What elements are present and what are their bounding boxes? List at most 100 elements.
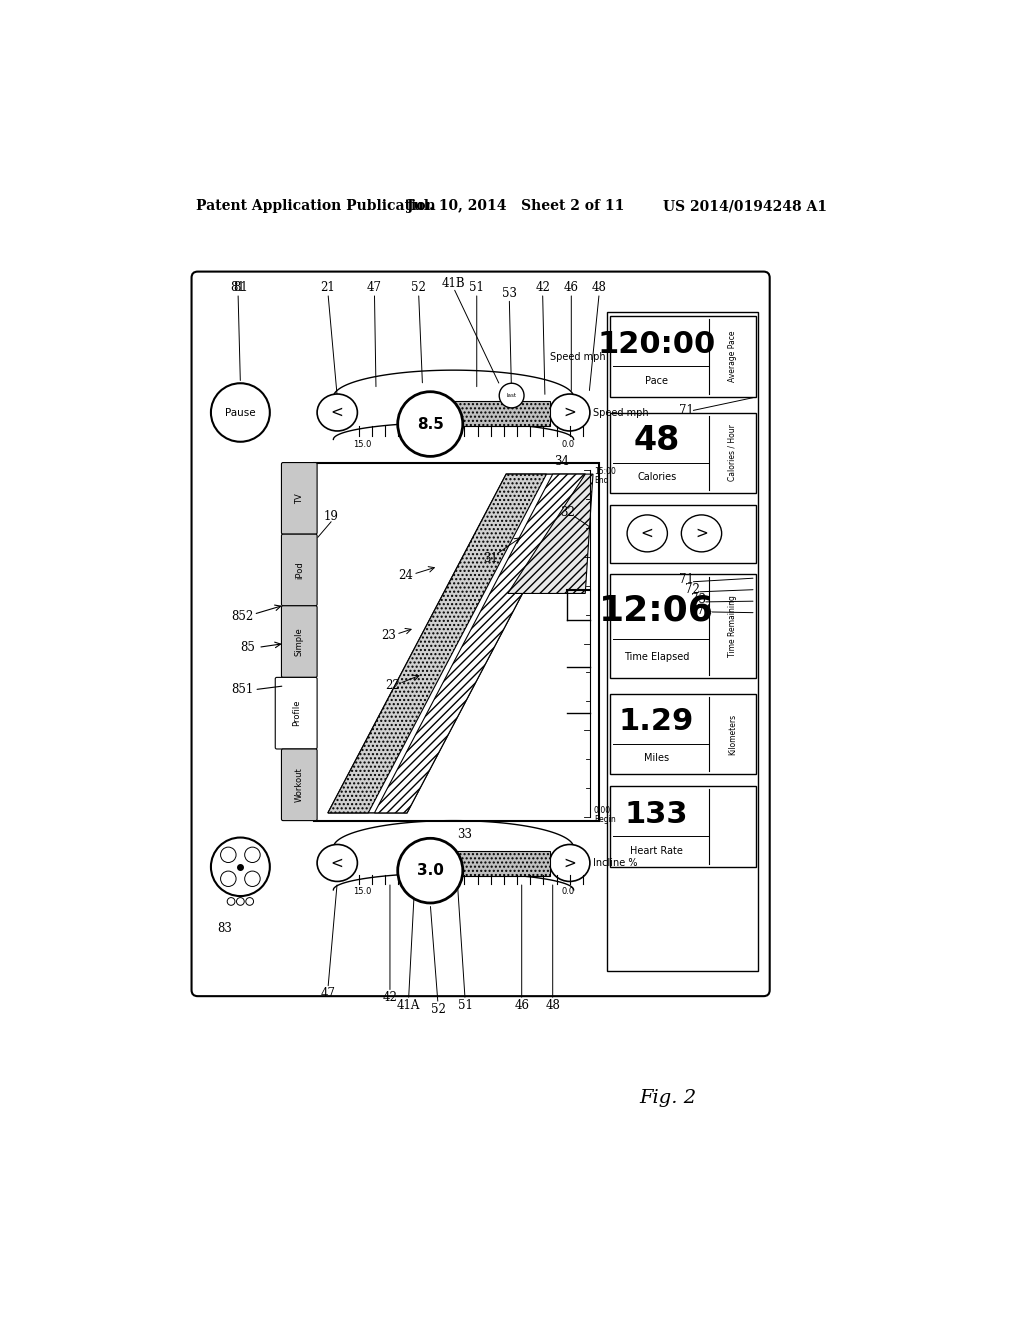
- Text: Average Pace: Average Pace: [728, 331, 737, 383]
- Text: 81: 81: [233, 281, 248, 294]
- Text: 71: 71: [679, 573, 693, 586]
- Text: 133: 133: [625, 800, 688, 829]
- Text: 52: 52: [430, 1003, 445, 1016]
- Bar: [454, 401, 550, 425]
- Text: >: >: [563, 855, 577, 870]
- Circle shape: [245, 871, 260, 887]
- Text: <: <: [331, 855, 344, 870]
- Text: <: <: [641, 525, 653, 541]
- Text: 0.0: 0.0: [561, 887, 574, 896]
- Text: 82: 82: [230, 883, 246, 896]
- Text: Simple: Simple: [295, 627, 304, 656]
- Circle shape: [227, 898, 234, 906]
- Text: 0.0: 0.0: [561, 441, 574, 449]
- Text: Profile: Profile: [292, 700, 301, 726]
- Text: 85: 85: [241, 640, 256, 653]
- Text: 48: 48: [592, 281, 606, 294]
- Ellipse shape: [627, 515, 668, 552]
- Text: 15.0: 15.0: [353, 441, 372, 449]
- Bar: [610, 785, 756, 867]
- FancyBboxPatch shape: [191, 272, 770, 997]
- Text: 3.0: 3.0: [417, 863, 443, 878]
- Text: 48: 48: [634, 424, 680, 457]
- Text: Pause: Pause: [225, 408, 256, 417]
- Ellipse shape: [550, 845, 590, 882]
- Polygon shape: [328, 474, 547, 813]
- Text: 71: 71: [679, 404, 693, 417]
- Text: Calories / Hour: Calories / Hour: [728, 425, 737, 482]
- Circle shape: [220, 871, 237, 887]
- Text: 31: 31: [483, 552, 498, 565]
- Text: 1.29: 1.29: [618, 708, 694, 737]
- Text: Patent Application Publication: Patent Application Publication: [197, 199, 436, 213]
- Text: 15.0: 15.0: [353, 887, 372, 896]
- Text: 852: 852: [231, 610, 254, 623]
- Text: 47: 47: [367, 281, 382, 294]
- Circle shape: [246, 898, 254, 906]
- Circle shape: [211, 383, 270, 442]
- Text: Pace: Pace: [645, 376, 669, 385]
- Text: 81: 81: [230, 281, 246, 294]
- Text: iPod: iPod: [295, 561, 304, 579]
- Bar: [314, 462, 599, 821]
- Text: 42: 42: [536, 281, 550, 294]
- Ellipse shape: [317, 845, 357, 882]
- Text: 83: 83: [217, 921, 232, 935]
- Text: 21: 21: [321, 281, 335, 294]
- Text: 23: 23: [381, 630, 396, 643]
- Text: 34: 34: [555, 454, 569, 467]
- Text: <: <: [331, 405, 344, 420]
- Text: End: End: [594, 475, 608, 484]
- Text: US 2014/0194248 A1: US 2014/0194248 A1: [663, 199, 826, 213]
- Text: 51: 51: [458, 999, 472, 1012]
- Text: Miles: Miles: [644, 754, 670, 763]
- Text: 51: 51: [469, 281, 484, 294]
- Text: 851: 851: [231, 684, 254, 696]
- Text: Begin: Begin: [594, 814, 615, 824]
- Text: Kilometers: Kilometers: [728, 713, 737, 755]
- Circle shape: [500, 383, 524, 408]
- Text: 42: 42: [383, 991, 397, 1005]
- Text: Heart Rate: Heart Rate: [630, 846, 683, 855]
- Text: 12:06: 12:06: [599, 594, 714, 627]
- Text: 46: 46: [564, 281, 579, 294]
- Text: 72: 72: [685, 583, 699, 597]
- Text: last: last: [507, 393, 517, 399]
- Text: 24: 24: [398, 569, 413, 582]
- Bar: [610, 317, 756, 397]
- FancyBboxPatch shape: [282, 462, 317, 535]
- Text: 19: 19: [324, 510, 339, 523]
- Text: >: >: [563, 405, 577, 420]
- Text: 33: 33: [458, 828, 473, 841]
- Text: TV: TV: [295, 492, 304, 504]
- Bar: [607, 313, 758, 970]
- Text: 41A: 41A: [397, 999, 420, 1012]
- Text: Jul. 10, 2014   Sheet 2 of 11: Jul. 10, 2014 Sheet 2 of 11: [407, 199, 625, 213]
- Text: 32: 32: [560, 506, 574, 519]
- Text: Time Elapsed: Time Elapsed: [624, 652, 689, 663]
- Circle shape: [220, 847, 237, 862]
- FancyBboxPatch shape: [275, 677, 317, 748]
- Text: Workout: Workout: [295, 767, 304, 803]
- Text: 74: 74: [697, 603, 712, 616]
- Ellipse shape: [317, 393, 357, 430]
- Text: 53: 53: [502, 286, 517, 300]
- Text: 120:00: 120:00: [598, 330, 716, 359]
- Text: >: >: [695, 525, 708, 541]
- Text: 46: 46: [514, 999, 529, 1012]
- Text: 8.5: 8.5: [417, 417, 443, 432]
- FancyBboxPatch shape: [282, 748, 317, 821]
- FancyBboxPatch shape: [282, 606, 317, 677]
- Circle shape: [245, 847, 260, 862]
- Polygon shape: [508, 474, 593, 594]
- Text: Fig. 2: Fig. 2: [640, 1089, 696, 1106]
- Text: Speed mph: Speed mph: [550, 352, 605, 362]
- Bar: [610, 574, 756, 678]
- Text: 48: 48: [545, 999, 560, 1012]
- Text: 0:00: 0:00: [594, 807, 611, 814]
- Bar: [610, 412, 756, 494]
- Bar: [610, 506, 756, 562]
- Circle shape: [397, 838, 463, 903]
- Text: 47: 47: [321, 987, 336, 1001]
- Text: 73: 73: [691, 593, 706, 606]
